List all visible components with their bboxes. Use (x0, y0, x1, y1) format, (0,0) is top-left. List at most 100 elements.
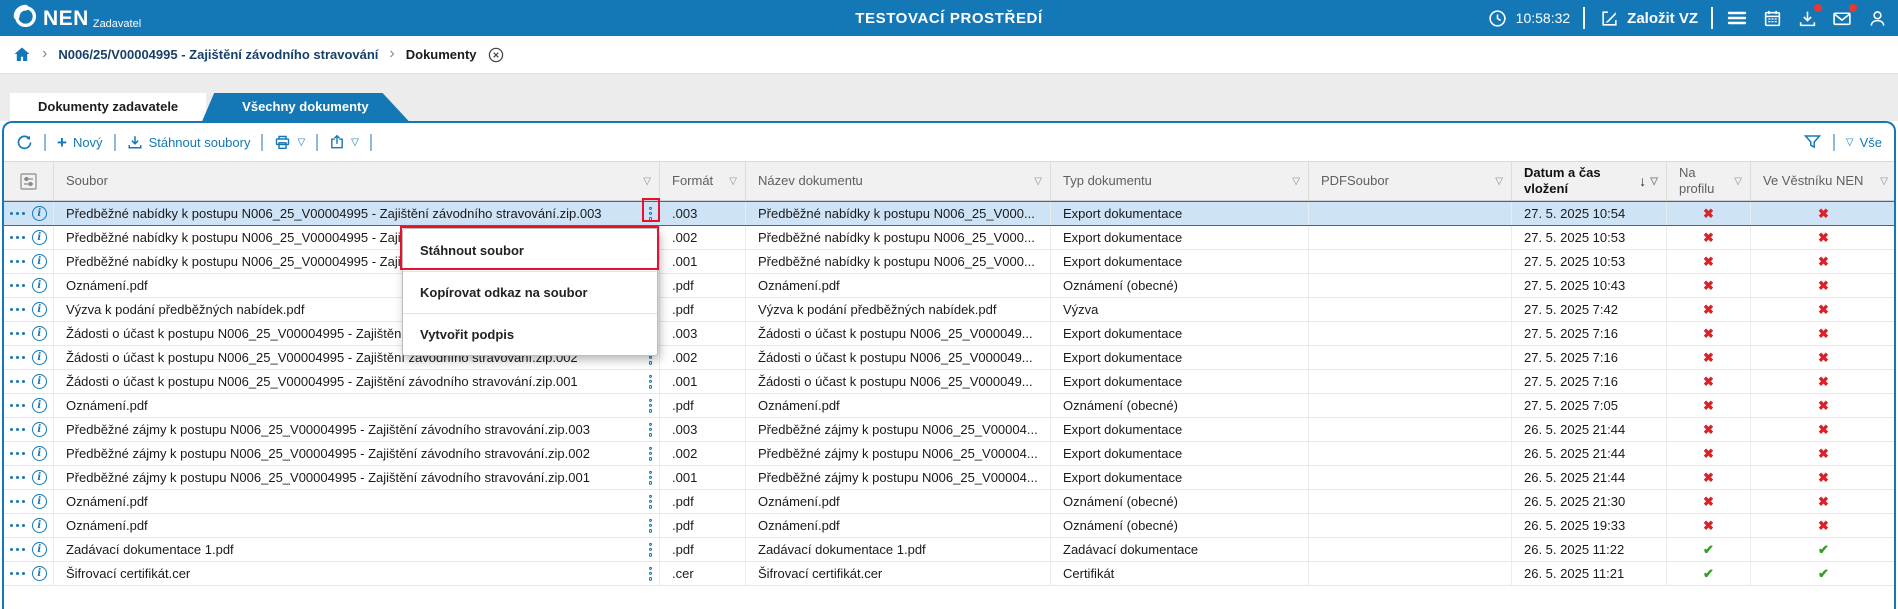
file-name[interactable]: Oznámení.pdf (66, 494, 148, 509)
table-row[interactable]: i Předběžné nabídky k postupu N006_25_V0… (4, 201, 1894, 226)
row-menu-dots-icon[interactable] (10, 283, 25, 288)
file-name[interactable]: Zadávací dokumentace 1.pdf (66, 542, 234, 557)
info-icon[interactable]: i (31, 374, 47, 389)
table-row[interactable]: i Oznámení.pdf .pdf Oznámení.pdf Oznámen… (4, 394, 1894, 418)
kebab-menu-icon[interactable] (648, 518, 652, 533)
info-icon[interactable]: i (31, 230, 47, 245)
close-breadcrumb-icon[interactable] (488, 47, 504, 63)
row-menu-dots-icon[interactable] (10, 379, 25, 384)
filter-funnel-icon[interactable] (1803, 133, 1822, 151)
file-name[interactable]: Předběžné zájmy k postupu N006_25_V00004… (66, 422, 590, 437)
file-name[interactable]: Oznámení.pdf (66, 398, 148, 413)
row-menu-dots-icon[interactable] (10, 547, 25, 552)
table-row[interactable]: i Předběžné nabídky k postupu N006_25_V0… (4, 250, 1894, 274)
menu-item-vytvorit-podpis[interactable]: Vytvořit podpis (403, 313, 657, 355)
export-button[interactable]: ▽ (329, 134, 359, 150)
table-row[interactable]: i Žádosti o účast k postupu N006_25_V000… (4, 322, 1894, 346)
info-icon[interactable]: i (31, 518, 47, 533)
info-icon[interactable]: i (31, 470, 47, 485)
filter-icon[interactable]: ▽ (1292, 175, 1300, 187)
create-vz-button[interactable]: Založit VZ (1598, 7, 1698, 29)
menu-item-stahnout-soubor[interactable]: Stáhnout soubor (420, 242, 524, 258)
new-button[interactable]: + Nový (57, 134, 103, 151)
row-menu-dots-icon[interactable] (10, 475, 25, 480)
file-name[interactable]: Oznámení.pdf (66, 278, 148, 293)
header-ve-vestniku-nen[interactable]: Ve Věstníku NEN ▽ (1763, 173, 1888, 189)
row-menu-dots-icon[interactable] (10, 427, 25, 432)
row-menu-dots-icon[interactable] (10, 403, 25, 408)
info-icon[interactable]: i (31, 206, 47, 221)
kebab-menu-icon[interactable] (648, 422, 652, 437)
table-row[interactable]: i Předběžné zájmy k postupu N006_25_V000… (4, 442, 1894, 466)
row-menu-dots-icon[interactable] (10, 571, 25, 576)
file-name[interactable]: Žádosti o účast k postupu N006_25_V00004… (66, 374, 578, 389)
refresh-button[interactable] (16, 134, 33, 151)
sort-descending-icon[interactable]: ↓ (1639, 173, 1647, 189)
info-icon[interactable]: i (31, 446, 47, 461)
kebab-menu-icon[interactable] (648, 446, 652, 461)
filter-all-button[interactable]: ▽ Vše (1846, 135, 1882, 150)
info-icon[interactable]: i (31, 566, 47, 581)
header-na-profilu[interactable]: Na profilu ▽ (1667, 162, 1751, 200)
file-name[interactable]: Předběžné zájmy k postupu N006_25_V00004… (66, 470, 590, 485)
table-row[interactable]: i Předběžné zájmy k postupu N006_25_V000… (4, 466, 1894, 490)
brand-logo[interactable]: NEN Zadavatel (12, 3, 141, 33)
filter-icon[interactable]: ▽ (1734, 175, 1742, 187)
print-button[interactable]: ▽ (274, 134, 305, 151)
table-row[interactable]: i Předběžné zájmy k postupu N006_25_V000… (4, 418, 1894, 442)
filter-icon[interactable]: ▽ (1650, 175, 1658, 187)
calendar-icon[interactable] (1761, 7, 1783, 29)
filter-icon[interactable]: ▽ (1034, 175, 1042, 187)
info-icon[interactable]: i (31, 254, 47, 269)
kebab-menu-icon[interactable] (648, 470, 652, 485)
kebab-menu-icon[interactable] (648, 206, 652, 221)
info-icon[interactable]: i (31, 350, 47, 365)
downloads-icon[interactable] (1796, 4, 1822, 29)
header-soubor[interactable]: Soubor ▽ (54, 162, 660, 200)
table-row[interactable]: i Předběžné nabídky k postupu N006_25_V0… (4, 226, 1894, 250)
menu-item-kopirovat-odkaz[interactable]: Kopírovat odkaz na soubor (403, 271, 657, 313)
row-menu-dots-icon[interactable] (10, 523, 25, 528)
tab-vsechny-dokumenty[interactable]: Všechny dokumenty (202, 93, 408, 121)
table-row[interactable]: i Oznámení.pdf .pdf Oznámení.pdf Oznámen… (4, 514, 1894, 538)
info-icon[interactable]: i (31, 494, 47, 509)
row-menu-dots-icon[interactable] (10, 451, 25, 456)
table-row[interactable]: i Výzva k podání předběžných nabídek.pdf… (4, 298, 1894, 322)
table-row[interactable]: i Zadávací dokumentace 1.pdf .pdf Zadáva… (4, 538, 1894, 562)
header-datum-cas-vlozeni[interactable]: Datum a čas vložení ↓ ▽ (1512, 162, 1667, 200)
table-row[interactable]: i Oznámení.pdf .pdf Oznámení.pdf Oznámen… (4, 490, 1894, 514)
home-icon[interactable] (13, 46, 31, 63)
table-row[interactable]: i Šifrovací certifikát.cer .cer Šifrovac… (4, 562, 1894, 586)
header-pdfsoubor[interactable]: PDFSoubor ▽ (1309, 162, 1512, 200)
table-row[interactable]: i Žádosti o účast k postupu N006_25_V000… (4, 346, 1894, 370)
info-icon[interactable]: i (31, 302, 47, 317)
row-menu-dots-icon[interactable] (10, 355, 25, 360)
row-menu-dots-icon[interactable] (10, 235, 25, 240)
kebab-menu-icon[interactable] (648, 542, 652, 557)
row-menu-dots-icon[interactable] (10, 211, 25, 216)
info-icon[interactable]: i (31, 542, 47, 557)
file-name[interactable]: Oznámení.pdf (66, 518, 148, 533)
header-nazev-dokumentu[interactable]: Název dokumentu ▽ (746, 162, 1051, 200)
filter-icon[interactable]: ▽ (729, 175, 737, 187)
download-files-button[interactable]: Stáhnout soubory (127, 134, 250, 150)
row-menu-dots-icon[interactable] (10, 499, 25, 504)
file-name[interactable]: Výzva k podání předběžných nabídek.pdf (66, 302, 305, 317)
row-menu-dots-icon[interactable] (10, 259, 25, 264)
tab-dokumenty-zadavatele[interactable]: Dokumenty zadavatele (10, 93, 207, 121)
table-row[interactable]: i Oznámení.pdf .pdf Oznámení.pdf Oznámen… (4, 274, 1894, 298)
table-row[interactable]: i Žádosti o účast k postupu N006_25_V000… (4, 370, 1894, 394)
header-format[interactable]: Formát ▽ (660, 162, 746, 200)
menu-hamburger-icon[interactable] (1726, 7, 1748, 29)
file-name[interactable]: Předběžné zájmy k postupu N006_25_V00004… (66, 446, 590, 461)
info-icon[interactable]: i (31, 326, 47, 341)
info-icon[interactable]: i (31, 422, 47, 437)
mail-icon[interactable] (1831, 4, 1857, 29)
kebab-menu-icon[interactable] (648, 566, 652, 581)
row-menu-dots-icon[interactable] (10, 307, 25, 312)
info-icon[interactable]: i (31, 398, 47, 413)
header-typ-dokumentu[interactable]: Typ dokumentu ▽ (1051, 162, 1309, 200)
kebab-menu-icon[interactable] (648, 374, 652, 389)
user-profile-icon[interactable] (1866, 7, 1888, 29)
file-name[interactable]: Předběžné nabídky k postupu N006_25_V000… (66, 206, 602, 221)
